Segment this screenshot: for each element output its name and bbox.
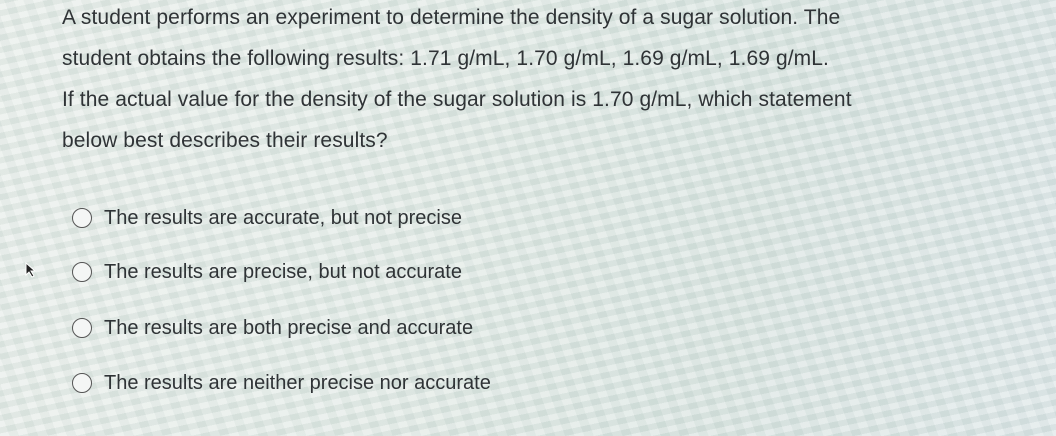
radio-button[interactable] [72,318,92,338]
question-line: student obtains the following results: 1… [62,47,829,70]
option-text: The results are precise, but not accurat… [104,260,462,283]
answer-option[interactable]: The results are both precise and accurat… [72,315,473,341]
question-line: below best describes their results? [62,129,388,152]
radio-button[interactable] [72,262,92,282]
radio-button[interactable] [72,208,92,228]
question-line: A student performs an experiment to dete… [62,6,841,29]
answer-option[interactable]: The results are accurate, but not precis… [72,205,462,231]
mouse-cursor [25,262,37,278]
option-text: The results are both precise and accurat… [104,316,474,339]
answer-option[interactable]: The results are precise, but not accurat… [72,259,462,285]
option-text: The results are accurate, but not precis… [104,206,462,229]
question-line: If the actual value for the density of t… [62,88,852,111]
radio-button[interactable] [72,373,92,393]
option-text: The results are neither precise nor accu… [104,371,491,394]
answer-option[interactable]: The results are neither precise nor accu… [72,370,491,396]
